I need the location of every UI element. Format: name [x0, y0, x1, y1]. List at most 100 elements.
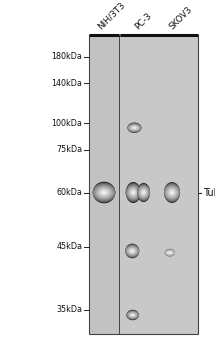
Ellipse shape [171, 192, 173, 193]
Ellipse shape [131, 314, 135, 316]
Ellipse shape [127, 124, 141, 132]
Ellipse shape [127, 311, 139, 319]
Ellipse shape [169, 252, 171, 253]
Ellipse shape [137, 185, 150, 200]
Ellipse shape [125, 245, 139, 257]
Ellipse shape [130, 313, 135, 317]
Text: NIH/3T3: NIH/3T3 [96, 1, 127, 31]
Ellipse shape [130, 125, 139, 131]
Ellipse shape [137, 183, 150, 202]
Ellipse shape [128, 248, 136, 254]
Ellipse shape [126, 184, 141, 201]
Ellipse shape [127, 123, 141, 133]
Ellipse shape [166, 251, 173, 255]
Text: 180kDa: 180kDa [51, 52, 82, 61]
Ellipse shape [134, 127, 135, 128]
Ellipse shape [95, 186, 113, 199]
Ellipse shape [164, 183, 180, 202]
Ellipse shape [165, 249, 175, 256]
Ellipse shape [131, 250, 134, 252]
Ellipse shape [129, 248, 135, 253]
Ellipse shape [125, 244, 139, 258]
Text: 75kDa: 75kDa [56, 145, 82, 154]
Ellipse shape [127, 124, 141, 132]
Ellipse shape [164, 182, 180, 203]
Ellipse shape [169, 190, 175, 195]
Ellipse shape [137, 184, 150, 201]
Ellipse shape [168, 188, 176, 197]
Ellipse shape [169, 189, 175, 196]
Text: PC-3: PC-3 [133, 11, 154, 32]
Ellipse shape [143, 192, 144, 193]
Ellipse shape [141, 190, 146, 195]
Text: 45kDa: 45kDa [56, 242, 82, 251]
Ellipse shape [137, 184, 150, 201]
Ellipse shape [99, 189, 109, 196]
Ellipse shape [93, 183, 115, 202]
Ellipse shape [100, 190, 108, 195]
Ellipse shape [103, 191, 105, 194]
Ellipse shape [131, 126, 138, 130]
Ellipse shape [165, 250, 175, 256]
Ellipse shape [132, 126, 137, 129]
Ellipse shape [126, 310, 139, 320]
Ellipse shape [131, 250, 133, 252]
Ellipse shape [165, 250, 175, 255]
Ellipse shape [131, 126, 137, 130]
Ellipse shape [168, 251, 172, 254]
Text: 35kDa: 35kDa [56, 305, 82, 314]
Bar [89, 35, 198, 334]
Ellipse shape [94, 185, 114, 200]
Ellipse shape [128, 247, 137, 255]
Ellipse shape [126, 183, 141, 202]
Ellipse shape [129, 125, 140, 131]
Ellipse shape [129, 312, 137, 318]
Ellipse shape [93, 182, 115, 203]
Ellipse shape [97, 187, 111, 198]
Ellipse shape [165, 186, 179, 199]
Bar [89, 35, 119, 334]
Ellipse shape [132, 191, 135, 194]
Ellipse shape [130, 249, 135, 253]
Ellipse shape [127, 312, 138, 318]
Ellipse shape [127, 186, 139, 199]
Ellipse shape [131, 190, 136, 195]
Ellipse shape [164, 185, 180, 200]
Ellipse shape [126, 185, 141, 200]
Ellipse shape [167, 251, 173, 254]
Ellipse shape [167, 187, 177, 198]
Ellipse shape [140, 188, 148, 197]
Ellipse shape [102, 191, 106, 194]
Text: 140kDa: 140kDa [51, 79, 82, 88]
Text: 60kDa: 60kDa [56, 188, 82, 197]
Ellipse shape [132, 192, 134, 193]
Ellipse shape [127, 122, 141, 133]
Ellipse shape [126, 182, 141, 203]
Ellipse shape [127, 186, 140, 199]
Ellipse shape [164, 184, 180, 201]
Ellipse shape [129, 188, 137, 197]
Ellipse shape [130, 189, 137, 196]
Ellipse shape [138, 186, 149, 199]
Ellipse shape [128, 312, 137, 318]
Ellipse shape [169, 252, 170, 253]
Ellipse shape [166, 186, 178, 199]
Ellipse shape [93, 184, 115, 201]
Ellipse shape [170, 191, 174, 194]
Ellipse shape [98, 188, 110, 197]
Text: Tulp2: Tulp2 [203, 188, 215, 197]
Ellipse shape [168, 252, 172, 254]
Ellipse shape [131, 314, 134, 316]
Ellipse shape [93, 183, 115, 202]
Ellipse shape [128, 187, 138, 198]
Text: SKOV3: SKOV3 [168, 5, 194, 32]
Ellipse shape [165, 249, 175, 257]
Ellipse shape [126, 310, 139, 320]
Bar [119, 35, 198, 334]
Ellipse shape [142, 191, 145, 194]
Text: 100kDa: 100kDa [51, 119, 82, 128]
Ellipse shape [128, 124, 140, 131]
Ellipse shape [139, 187, 149, 198]
Ellipse shape [141, 189, 146, 196]
Ellipse shape [125, 244, 139, 258]
